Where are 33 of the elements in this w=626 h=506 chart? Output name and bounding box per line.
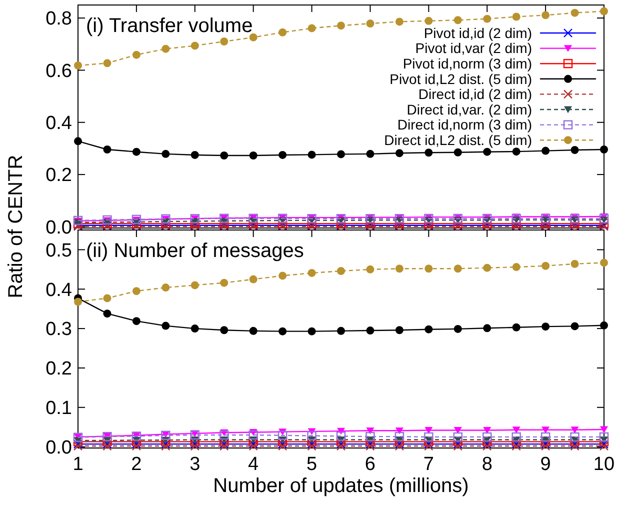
x-tick-label: 1 xyxy=(72,454,84,475)
x-tick-label: 4 xyxy=(248,454,260,475)
legend-label: Pivot id,L2 dist. (5 dim) xyxy=(390,70,532,87)
x-tick-label: 10 xyxy=(593,454,615,475)
legend-label: Direct id,norm (3 dim) xyxy=(397,116,532,133)
legend-label: Direct id,L2 dist. (5 dim) xyxy=(384,132,532,148)
y-tick-label: 0.8 xyxy=(46,8,72,30)
x-tick-label: 2 xyxy=(131,454,142,475)
y-tick-label: 0.4 xyxy=(46,280,72,301)
y-tick-label: 0.2 xyxy=(46,358,72,380)
text: (ii) Number of messages xyxy=(86,240,304,262)
legend-label: Pivot id,id (2 dim) xyxy=(424,24,532,41)
x-tick-label: 6 xyxy=(364,454,376,475)
y-tick-label: 0.3 xyxy=(46,319,72,340)
y-tick-label: 0.2 xyxy=(46,165,72,186)
y-tick-label: 0.6 xyxy=(46,60,72,82)
legend-label: Pivot id,norm (3 dim) xyxy=(402,56,532,72)
y-tick-label: 0.0 xyxy=(46,217,72,238)
legend-label: Pivot id,var (2 dim) xyxy=(415,40,532,56)
legend-label: Direct id,var. (2 dim) xyxy=(406,101,532,118)
x-axis-title: Number of updates (millions) xyxy=(213,475,469,497)
y-tick-label: 0.0 xyxy=(46,437,72,458)
y-axis-title: Ratio of CENTR xyxy=(5,154,27,298)
y-tick-label: 0.1 xyxy=(46,398,72,420)
y-tick-label: 0.5 xyxy=(46,240,72,262)
legend-label: Direct id,id (2 dim) xyxy=(418,86,532,102)
x-tick-label: 7 xyxy=(423,454,434,475)
text: (i) Transfer volume xyxy=(86,15,253,37)
x-tick-label: 3 xyxy=(190,454,200,475)
y-tick-label: 0.4 xyxy=(46,113,72,134)
x-tick-label: 5 xyxy=(306,454,318,475)
x-tick-label: 8 xyxy=(482,454,492,475)
x-tick-label: 9 xyxy=(540,454,551,475)
